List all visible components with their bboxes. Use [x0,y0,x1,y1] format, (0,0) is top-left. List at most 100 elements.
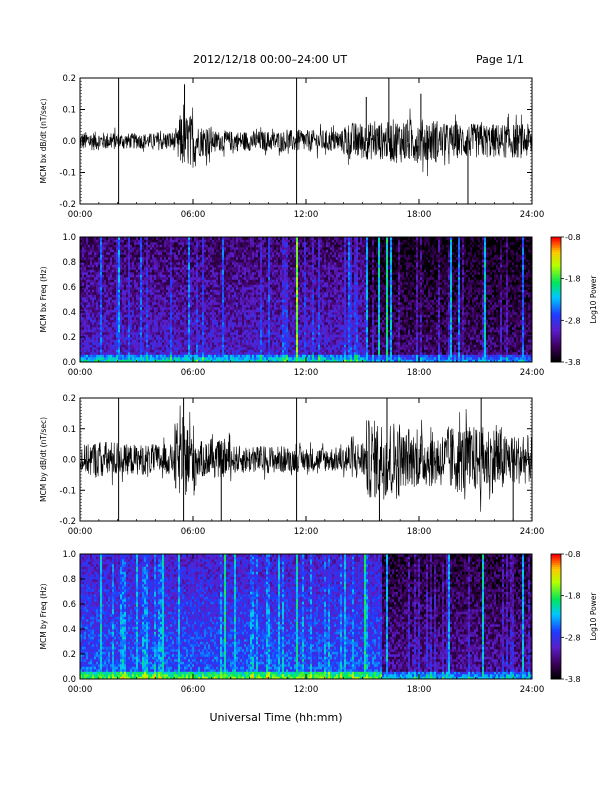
spectrogram-cell [128,257,130,260]
spectrogram-cell [106,260,108,263]
spectrogram-cell [134,337,136,340]
spectrogram-cell [88,242,90,245]
spectrogram-cell [100,320,102,323]
spectrogram-cell [128,357,130,360]
spectrogram-cell [134,265,136,268]
spectrogram-cell [118,325,120,328]
spectrogram-cell [130,355,132,358]
spectrogram-cell [134,280,136,283]
spectrogram-cell [144,250,146,253]
spectrogram-cell [110,282,112,285]
spectrogram-cell [114,332,116,335]
spectrogram-cell [126,330,128,333]
spectrogram-cell [112,325,114,328]
spectrogram-cell [116,242,118,245]
spectrogram-cell [140,345,142,348]
spectrogram-cell [132,275,134,278]
spectrogram-cell [140,357,142,360]
spectrogram-cell [140,255,142,258]
spectrogram-cell [94,285,96,288]
spectrogram-cell [142,295,144,298]
spectrogram-cell [114,307,116,310]
spectrogram-cell [126,262,128,265]
spectrogram-cell [110,315,112,318]
spectrogram-cell [124,280,126,283]
spectrogram-cell [130,337,132,340]
spectrogram-cell [100,325,102,328]
spectrogram-cell [92,250,94,253]
spectrogram-cell [86,357,88,360]
spectrogram-cell [102,270,104,273]
spectrogram-cell [102,305,104,308]
spectrogram-cell [92,270,94,273]
spectrogram-cell [94,292,96,295]
spectrogram-cell [108,242,110,245]
spectrogram-cell [132,272,134,275]
spectrogram-cell [110,300,112,303]
spectrogram-cell [106,332,108,335]
spectrogram-cell [106,315,108,318]
spectrogram-cell [128,325,130,328]
spectrogram-cell [82,357,84,360]
spectrogram-cell [110,270,112,273]
spectrogram-cell [142,262,144,265]
spectrogram-cell [120,285,122,288]
spectrogram-cell [86,270,88,273]
spectrogram-cell [122,350,124,353]
spectrogram-cell [126,315,128,318]
spectrogram-cell [108,270,110,273]
spectrogram-cell [142,302,144,305]
spectrogram-cell [140,270,142,273]
spectrogram-cell [106,277,108,280]
spectrogram-cell [84,352,86,355]
spectrogram-cell [98,332,100,335]
spectrogram-cell [94,302,96,305]
spectrogram-cell [100,285,102,288]
x-tick-label: 06:00 [181,210,206,220]
spectrogram-cell [88,250,90,253]
spectrogram-cell [124,325,126,328]
spectrogram-cell [94,295,96,298]
spectrogram-cell [94,307,96,310]
spectrogram-cell [104,320,106,323]
spectrogram-cell [92,345,94,348]
spectrogram-cell [138,262,140,265]
spectrogram-cell [112,280,114,283]
spectrogram-cell [102,287,104,290]
spectrogram-cell [130,242,132,245]
spectrogram-cell [116,265,118,268]
spectrogram-cell [142,247,144,250]
spectrogram-cell [136,285,138,288]
spectrogram-cell [108,262,110,265]
spectrogram-cell [98,307,100,310]
spectrogram-cell [100,340,102,343]
spectrogram-cell [86,285,88,288]
spectrogram-cell [100,322,102,325]
spectrogram-cell [118,342,120,345]
spectrogram-cell [128,290,130,293]
spectrogram-cell [106,250,108,253]
spectrogram-cell [94,245,96,248]
spectrogram-cell [142,245,144,248]
spectrogram-cell [130,340,132,343]
spectrogram-cell [92,295,94,298]
spectrogram-cell [116,255,118,258]
spectrogram-cell [118,267,120,270]
spectrogram-cell [122,282,124,285]
spectrogram-cell [96,352,98,355]
spectrogram-cell [82,345,84,348]
spectrogram-cell [140,347,142,350]
spectrogram-cell [100,242,102,245]
spectrogram-cell [132,335,134,338]
spectrogram-cell [106,255,108,258]
spectrogram-cell [88,302,90,305]
spectrogram-cell [116,240,118,243]
spectrogram-cell [88,290,90,293]
spectrogram-cell [86,332,88,335]
y-tick-label: 0.2 [62,74,76,84]
spectrogram-cell [130,252,132,255]
spectrogram-cell [144,357,146,360]
spectrogram-cell [102,297,104,300]
spectrogram-cell [102,352,104,355]
spectrogram-cell [130,285,132,288]
